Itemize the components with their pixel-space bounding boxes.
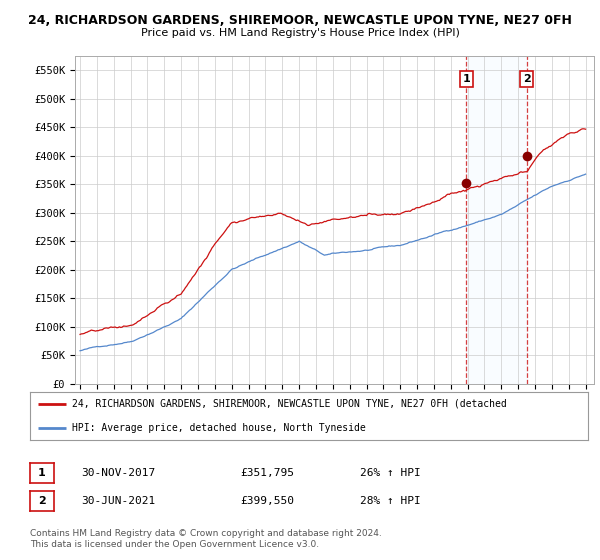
Text: 30-NOV-2017: 30-NOV-2017 xyxy=(81,468,155,478)
Text: Contains HM Land Registry data © Crown copyright and database right 2024.
This d: Contains HM Land Registry data © Crown c… xyxy=(30,529,382,549)
Text: 1: 1 xyxy=(463,74,470,84)
Text: 1: 1 xyxy=(38,468,46,478)
Text: £351,795: £351,795 xyxy=(240,468,294,478)
Text: Price paid vs. HM Land Registry's House Price Index (HPI): Price paid vs. HM Land Registry's House … xyxy=(140,28,460,38)
Text: £399,550: £399,550 xyxy=(240,496,294,506)
Text: 24, RICHARDSON GARDENS, SHIREMOOR, NEWCASTLE UPON TYNE, NE27 0FH (detached: 24, RICHARDSON GARDENS, SHIREMOOR, NEWCA… xyxy=(72,399,506,409)
Text: 26% ↑ HPI: 26% ↑ HPI xyxy=(360,468,421,478)
Text: 30-JUN-2021: 30-JUN-2021 xyxy=(81,496,155,506)
Text: 24, RICHARDSON GARDENS, SHIREMOOR, NEWCASTLE UPON TYNE, NE27 0FH: 24, RICHARDSON GARDENS, SHIREMOOR, NEWCA… xyxy=(28,14,572,27)
Text: 2: 2 xyxy=(38,496,46,506)
Text: 2: 2 xyxy=(523,74,530,84)
Text: HPI: Average price, detached house, North Tyneside: HPI: Average price, detached house, Nort… xyxy=(72,423,365,433)
Bar xyxy=(466,56,527,384)
Text: 28% ↑ HPI: 28% ↑ HPI xyxy=(360,496,421,506)
